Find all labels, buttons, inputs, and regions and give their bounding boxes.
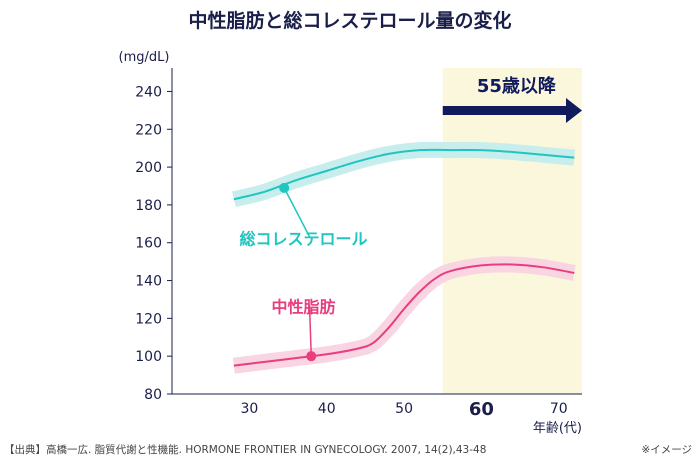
x-tick-label: 40 [318,401,336,417]
y-tick-label: 180 [135,198,162,214]
series-label: 総コレステロール [240,230,368,249]
series-line-1 [233,148,575,201]
x-tick-label: 50 [395,401,413,417]
x-tick-label: 60 [469,399,494,420]
y-tick-label: 220 [135,122,162,138]
y-tick-label: 120 [135,311,162,327]
x-tick-label: 30 [240,401,258,417]
x-tick-label: 70 [550,401,568,417]
series-marker [306,351,317,362]
chart-canvas: 80 100 120 140 160 180 200 220 240 30 40 50 60 70 (mg/… [119,50,582,436]
y-tick-label: 80 [144,387,162,403]
source-citation: 【出典】高橋一広. 脂質代謝と性機能. HORMONE FRONTIER IN … [4,444,487,456]
y-axis-label: (mg/dL) [119,50,170,65]
highlight-region [442,68,582,394]
series-marker [279,182,290,193]
y-tick-label: 160 [135,236,162,252]
y-tick-label: 240 [135,84,162,100]
y-tick-label: 200 [135,160,162,176]
series-leader-line [308,304,312,357]
chart-title: 中性脂肪と総コレステロール量の変化 [188,10,512,32]
y-tick-label: 140 [135,274,162,290]
image-note: ※イメージ [641,444,692,456]
x-axis-label: 年齢(代) [533,421,582,436]
series-label: 中性脂肪 [272,298,336,317]
period-label: 55歳以降 [477,75,557,97]
y-tick-label: 100 [135,349,162,365]
series-leader-line [283,187,311,237]
period-arrow-shaft [442,106,568,115]
series-line-2 [233,263,575,367]
period-arrow-head [566,98,582,123]
